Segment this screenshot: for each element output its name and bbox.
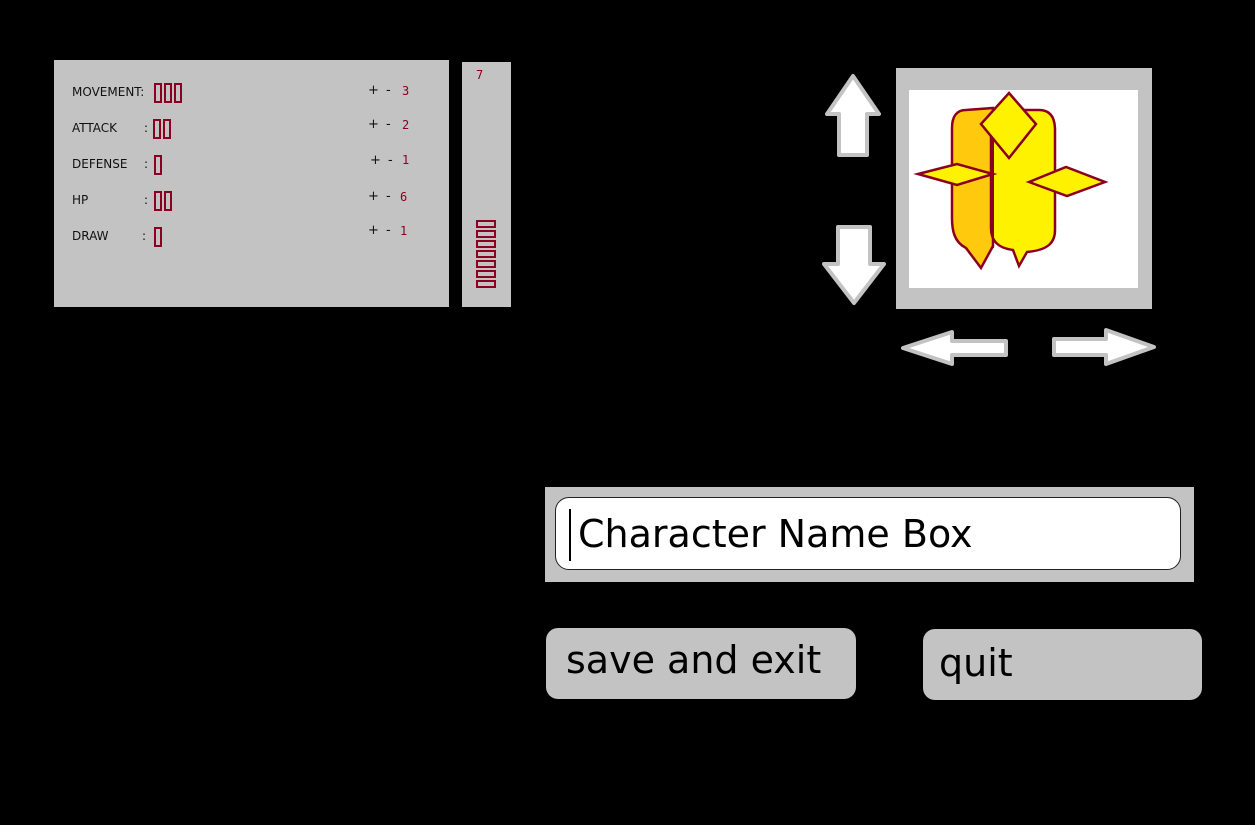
stat-bars: [154, 227, 164, 247]
increase-button[interactable]: +: [368, 223, 379, 238]
pool-point-bar: [476, 270, 496, 278]
stat-label: DEFENSE: [72, 157, 128, 171]
arrow-down-icon[interactable]: [821, 224, 887, 306]
stat-point-bar: [154, 155, 162, 175]
stat-point-bar: [163, 119, 171, 139]
stats-panel: MOVEMENT: + - 3 ATTACK : + - 2 DEFENSE :…: [54, 60, 449, 307]
stat-bars: [154, 155, 164, 175]
stat-point-bar: [174, 83, 182, 103]
points-pool-bars: [476, 220, 498, 290]
stat-point-bar: [164, 83, 172, 103]
stat-label: MOVEMENT:: [72, 85, 145, 99]
character-name-frame: [545, 487, 1194, 582]
stat-row-hp: HP : + - 6: [54, 189, 449, 213]
stat-value: 1: [402, 153, 410, 167]
stat-label: HP: [72, 193, 89, 207]
points-remaining: 7: [476, 68, 484, 82]
stat-value: 6: [400, 190, 408, 204]
stat-value: 3: [402, 84, 410, 98]
character-sprite-icon: [913, 91, 1109, 271]
pool-point-bar: [476, 220, 496, 228]
arrow-left-icon[interactable]: [900, 329, 1010, 367]
stat-row-attack: ATTACK : + - 2: [54, 117, 449, 141]
stat-row-defense: DEFENSE : + - 1: [54, 153, 449, 177]
increase-button[interactable]: +: [370, 153, 381, 168]
stat-colon: :: [144, 157, 149, 171]
stat-row-draw: DRAW : + - 1: [54, 223, 449, 249]
stat-colon: :: [142, 229, 147, 243]
stat-point-bar: [154, 83, 162, 103]
decrease-button[interactable]: -: [386, 189, 391, 204]
character-portrait: [909, 90, 1138, 288]
increase-button[interactable]: +: [368, 117, 379, 132]
pool-point-bar: [476, 240, 496, 248]
stat-label: DRAW: [72, 229, 109, 243]
pool-point-bar: [476, 250, 496, 258]
decrease-button[interactable]: -: [386, 83, 391, 98]
character-name-input[interactable]: [555, 497, 1181, 570]
decrease-button[interactable]: -: [386, 223, 391, 238]
stat-colon: :: [144, 121, 149, 135]
stat-colon: :: [144, 193, 149, 207]
stat-bars: [154, 191, 174, 211]
stat-bars: [154, 83, 184, 103]
points-pool-panel: 7: [462, 62, 511, 307]
increase-button[interactable]: +: [368, 83, 379, 98]
decrease-button[interactable]: -: [386, 117, 391, 132]
stat-point-bar: [164, 191, 172, 211]
quit-button[interactable]: quit: [923, 629, 1202, 700]
pool-point-bar: [476, 230, 496, 238]
text-caret: [569, 509, 571, 561]
stat-bars: [153, 119, 173, 139]
pool-point-bar: [476, 260, 496, 268]
arrow-up-icon[interactable]: [824, 73, 882, 159]
pool-point-bar: [476, 280, 496, 288]
stat-row-movement: MOVEMENT: + - 3: [54, 81, 449, 105]
increase-button[interactable]: +: [368, 189, 379, 204]
decrease-button[interactable]: -: [388, 153, 393, 168]
stat-label: ATTACK: [72, 121, 118, 135]
stat-value: 1: [400, 224, 408, 238]
stat-value: 2: [402, 118, 410, 132]
stat-point-bar: [154, 191, 162, 211]
character-portrait-frame: [896, 68, 1152, 309]
arrow-right-icon[interactable]: [1051, 327, 1157, 367]
stat-point-bar: [153, 119, 161, 139]
save-and-exit-button[interactable]: save and exit: [546, 628, 856, 699]
stat-point-bar: [154, 227, 162, 247]
